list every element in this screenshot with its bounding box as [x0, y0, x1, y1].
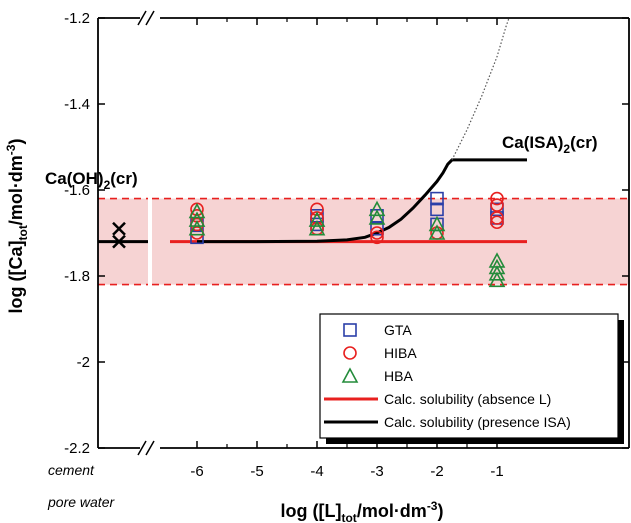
hba-point-8 — [428, 224, 446, 240]
hba-point-11 — [488, 265, 506, 281]
legend-label-hiba: HIBA — [384, 345, 417, 361]
gta-point-6 — [430, 191, 444, 206]
x-tick-label-0: -6 — [190, 463, 203, 480]
calculated-lines — [98, 17, 527, 244]
line-metastable-extension — [451, 17, 510, 161]
gta-point-5 — [370, 221, 384, 236]
hba-point-7 — [428, 215, 446, 232]
legend-label-hba: HBA — [384, 368, 413, 384]
x-tick-label-1: -5 — [250, 463, 263, 480]
hiba-point-8 — [370, 230, 384, 245]
y-tick-label-3: -1.8 — [64, 268, 90, 285]
legend-swatch-gta — [343, 323, 357, 337]
y-tick-label-2: -1.6 — [64, 182, 90, 199]
x-tick-label-4: -2 — [430, 463, 443, 480]
y-tick-label-5: -2.2 — [64, 440, 90, 457]
hba-point-5 — [368, 200, 386, 217]
hiba-point-4 — [310, 202, 324, 217]
hba-point-4 — [308, 220, 326, 236]
hba-point-0 — [188, 202, 206, 219]
legend-label-calc-solubility-presence-isa: Calc. solubility (presence ISA) — [384, 414, 571, 430]
top-break-mark-1 — [137, 10, 147, 26]
cement-x-point-0 — [112, 221, 126, 236]
cement-x-point-1 — [112, 234, 126, 249]
hba-point-2 — [188, 220, 206, 236]
y-tick-label-4: -2 — [77, 354, 90, 371]
pore-water-label: pore water — [47, 494, 115, 510]
y-axis-title: log ([Ca]tot/mol·dm-3) — [4, 139, 30, 314]
bottom-break-mark-1 — [137, 440, 147, 456]
legend-swatch-hiba — [343, 346, 357, 360]
cement-label: cement — [48, 462, 95, 478]
axis-ticks: -1.2 -1.4 -1.6 -1.8 -2 -2.2 -6 -5 -4 -3 -2 -1 — [64, 10, 629, 480]
x-axis-title: log ([L]tot/mol·dm-3) — [281, 499, 444, 523]
legend-swatch-hba — [341, 367, 359, 383]
hiba-point-10 — [490, 191, 504, 206]
hba-point-3 — [308, 211, 326, 227]
gta-point-1 — [190, 230, 204, 245]
hba-point-1 — [188, 211, 206, 227]
bottom-break-mark-2 — [145, 440, 155, 456]
hiba-point-13 — [490, 215, 504, 230]
legend-label-calc-solubility-absence-l: Calc. solubility (absence L) — [384, 391, 551, 407]
legend-box — [319, 313, 619, 439]
hba-point-6 — [368, 209, 386, 225]
x-tick-label-5: -1 — [490, 463, 503, 480]
data-markers — [112, 191, 506, 288]
annotation-caoh2: Ca(OH)2(cr) — [45, 169, 138, 192]
top-break-mark-2 — [145, 10, 155, 26]
legend: GTA HIBA HBA Calc. solubility (absence L) Ca… — [319, 313, 624, 444]
gta-point-9 — [490, 202, 504, 217]
x-tick-label-3: -3 — [370, 463, 383, 480]
hiba-point-7 — [370, 226, 384, 240]
legend-label-gta: GTA — [384, 322, 412, 338]
hiba-point-12 — [490, 211, 504, 225]
hiba-point-11 — [490, 198, 504, 212]
x-tick-label-2: -4 — [310, 463, 323, 480]
hba-point-12 — [488, 271, 506, 288]
y-tick-label-0: -1.2 — [64, 10, 90, 27]
y-tick-label-1: -1.4 — [64, 96, 90, 113]
line-calc-solubility-presence-isa — [197, 158, 527, 244]
annotation-caisa: Ca(ISA)2(cr) — [502, 133, 598, 156]
gta-point-7 — [430, 202, 444, 217]
